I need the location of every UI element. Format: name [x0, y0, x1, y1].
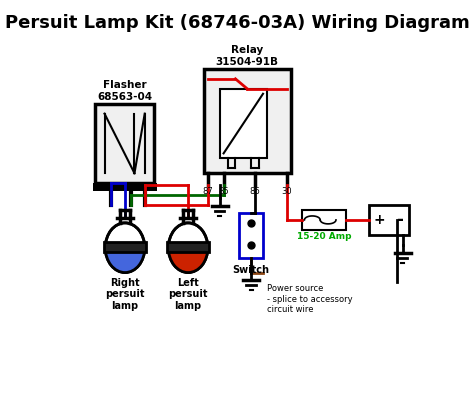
Text: 30: 30 [282, 187, 292, 196]
Circle shape [168, 223, 208, 273]
Bar [167, 242, 210, 252]
Text: 87: 87 [202, 187, 213, 196]
Bar [204, 69, 291, 173]
Text: Power source
- splice to accessory
circuit wire: Power source - splice to accessory circu… [267, 285, 353, 314]
Bar [104, 242, 146, 252]
Bar [239, 213, 263, 258]
Bar [93, 183, 156, 191]
Text: Relay
31504-91B: Relay 31504-91B [216, 45, 279, 67]
Bar [370, 205, 409, 235]
Circle shape [105, 223, 145, 273]
Text: Persuit Lamp Kit (68746-03A) Wiring Diagram: Persuit Lamp Kit (68746-03A) Wiring Diag… [5, 14, 469, 32]
Text: Right
persuit
lamp: Right persuit lamp [105, 278, 145, 311]
Text: 15-20 Amp: 15-20 Amp [297, 232, 351, 241]
Bar [302, 210, 346, 230]
Text: 86: 86 [250, 187, 261, 196]
Text: +: + [373, 213, 385, 227]
Text: -: - [396, 211, 403, 229]
Wedge shape [168, 248, 208, 273]
Text: Flasher
68563-04: Flasher 68563-04 [97, 80, 152, 102]
Text: Left
persuit
lamp: Left persuit lamp [168, 278, 208, 311]
Text: 85: 85 [219, 187, 229, 196]
Bar [219, 89, 267, 158]
Text: Switch: Switch [233, 265, 270, 275]
Bar [95, 104, 154, 183]
Wedge shape [105, 248, 145, 273]
